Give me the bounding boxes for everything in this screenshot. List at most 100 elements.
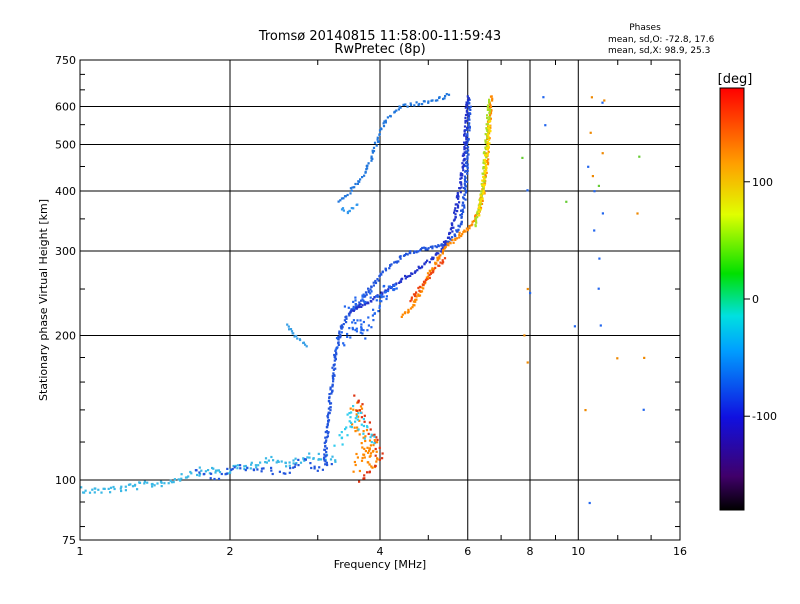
data-point [370, 300, 373, 303]
data-point [327, 407, 330, 410]
data-point [463, 125, 467, 128]
data-point [457, 195, 460, 198]
data-point [464, 151, 468, 154]
data-point [366, 461, 369, 464]
data-point [385, 297, 388, 301]
data-point [379, 294, 382, 297]
x-tick-label: 4 [377, 545, 384, 558]
data-point [356, 456, 359, 459]
data-point [383, 120, 386, 123]
data-point [354, 299, 357, 302]
y-tick-label: 200 [55, 330, 76, 343]
data-point [210, 472, 213, 475]
data-point [340, 331, 343, 334]
data-point [490, 109, 493, 112]
data-point [331, 455, 334, 458]
data-point [337, 335, 340, 338]
data-point [456, 206, 460, 209]
data-point [294, 457, 297, 460]
data-point [288, 464, 291, 467]
data-point [398, 281, 401, 284]
data-point [333, 359, 336, 362]
data-point [360, 459, 364, 462]
data-point [374, 279, 377, 283]
data-point [229, 471, 232, 474]
data-point [218, 471, 222, 474]
data-point [342, 209, 345, 212]
data-point [440, 243, 443, 246]
data-point [489, 111, 492, 114]
data-point [421, 265, 424, 268]
data-point [362, 329, 365, 332]
data-point [438, 96, 441, 99]
data-point [364, 291, 368, 294]
data-point [280, 460, 283, 463]
data-point [415, 298, 418, 301]
data-point [355, 327, 358, 330]
data-point [459, 191, 462, 194]
data-point [373, 435, 376, 438]
data-point [289, 467, 292, 470]
data-point [246, 466, 249, 469]
data-point [119, 487, 122, 490]
data-point [233, 466, 236, 469]
data-point [321, 468, 324, 471]
data-point [465, 169, 468, 173]
data-point [334, 358, 337, 361]
data-point [327, 431, 330, 434]
data-point [448, 236, 451, 239]
data-point [378, 275, 381, 278]
data-point [593, 229, 596, 232]
data-point [367, 162, 370, 165]
data-point [354, 303, 357, 306]
data-point [418, 289, 421, 292]
data-point [446, 236, 450, 239]
data-point [234, 464, 237, 467]
data-point [120, 489, 123, 493]
data-point [377, 140, 380, 143]
data-point [420, 290, 424, 293]
x-tick-label: 10 [571, 545, 585, 558]
data-point [415, 291, 418, 294]
data-point [170, 481, 173, 484]
data-point [466, 105, 469, 108]
data-point [488, 142, 491, 145]
data-point [414, 293, 417, 296]
data-point [489, 108, 492, 111]
stats-line-x: mean, sd,X: 98.9, 25.3 [608, 46, 710, 56]
data-point [487, 118, 491, 121]
data-point [464, 230, 467, 233]
data-point [486, 129, 489, 132]
data-point [324, 436, 327, 439]
data-point [463, 154, 466, 157]
data-point [303, 459, 306, 462]
x-tick-label: 16 [673, 545, 687, 558]
data-point [413, 304, 416, 307]
data-point [419, 249, 422, 252]
data-point [350, 421, 353, 424]
data-point [439, 254, 442, 257]
data-point [100, 491, 103, 494]
data-point [290, 330, 294, 333]
data-point [364, 435, 367, 438]
data-point [356, 319, 359, 322]
data-point [374, 447, 377, 451]
data-point [485, 123, 488, 126]
data-point [370, 155, 373, 158]
data-point [352, 307, 355, 310]
data-point [485, 156, 488, 159]
data-point [285, 465, 288, 468]
data-point [354, 463, 357, 467]
data-point [146, 481, 149, 484]
data-point [127, 483, 131, 486]
data-point [603, 99, 606, 102]
data-point [327, 419, 331, 422]
data-point [491, 99, 494, 102]
data-point [466, 126, 469, 130]
data-point [573, 325, 576, 328]
data-point [102, 487, 105, 490]
data-point [376, 457, 379, 460]
data-point [465, 109, 469, 112]
data-point [464, 176, 467, 180]
data-point [326, 463, 329, 467]
